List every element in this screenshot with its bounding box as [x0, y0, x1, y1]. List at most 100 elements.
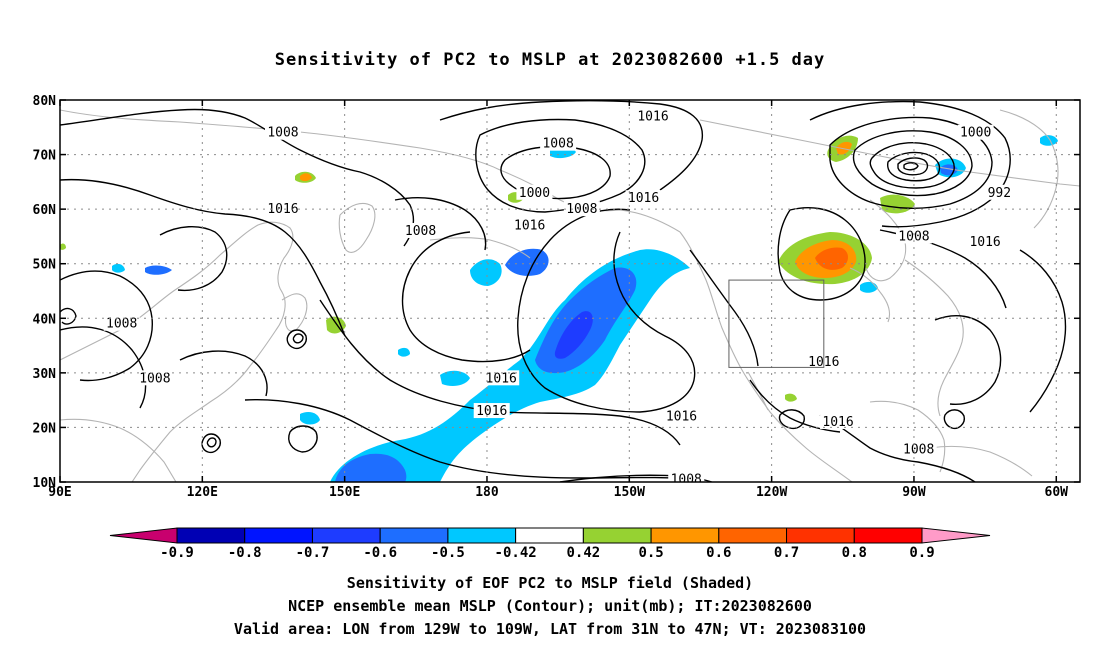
- coastline-japan: [281, 293, 308, 332]
- contour-label-bg: [900, 441, 937, 457]
- coastline-hudson-bay: [865, 199, 907, 282]
- contour-label-bg: [516, 184, 553, 200]
- negative-sensitivity-patch: [112, 263, 125, 273]
- colorbar-segment: [718, 527, 788, 544]
- coastline-greenland: [999, 109, 1059, 229]
- colorbar-high-arrow: [921, 527, 991, 544]
- isobar-984-iceland-low: [903, 162, 919, 171]
- longitude-label: 150W: [614, 485, 645, 500]
- contour-label-bg: [264, 201, 301, 217]
- coastline-caribbean: [929, 445, 1033, 477]
- negative-sensitivity-center: [554, 311, 593, 359]
- isobar-1016-east-asia: [179, 350, 268, 397]
- coastline-canada-arctic: [699, 119, 1080, 187]
- contour-label-bg: [957, 124, 994, 140]
- latitude-label: 50N: [33, 258, 57, 273]
- isobar-closed-small-pacific: [778, 409, 805, 430]
- caption-shaded-field: Sensitivity of EOF PC2 to MSLP field (Sh…: [346, 574, 754, 592]
- latitude-label: 60N: [33, 203, 57, 218]
- contour-label: 992: [988, 186, 1011, 201]
- lat-lon-grid: [60, 100, 1080, 482]
- isobar-1016-atlantic-east: [1019, 249, 1067, 413]
- sensitivity-shading: [60, 135, 1058, 482]
- isobar-1016-atlantic: [934, 314, 1002, 405]
- longitude-label: 120E: [187, 485, 218, 500]
- contour-label: 1016: [637, 109, 668, 124]
- colorbar-low-arrow: [109, 527, 178, 544]
- colorbar-label: 0.8: [842, 545, 867, 561]
- contour-label: 1008: [139, 371, 170, 386]
- contour-label: 1016: [969, 235, 1000, 250]
- contour-label-bg: [985, 184, 1014, 200]
- negative-sensitivity-patch: [440, 370, 470, 386]
- colorbar-label: 0.7: [774, 545, 799, 561]
- isobar-closed-east-asia-small: [60, 307, 77, 325]
- colorbar-segment: [650, 527, 720, 544]
- negative-sensitivity-patch: [470, 259, 502, 286]
- contour-label: 1016: [476, 404, 507, 419]
- isobar-988-iceland-low: [897, 157, 929, 176]
- contour-label: 1016: [514, 219, 545, 234]
- contour-label: 1008: [566, 202, 597, 217]
- colorbar-label: 0.6: [706, 545, 731, 561]
- contour-label-bg: [625, 190, 662, 206]
- isobar-closed-low-west-inner: [292, 333, 304, 344]
- latitude-label: 10N: [33, 476, 57, 491]
- isobar-1008-aleutian-low: [475, 118, 646, 213]
- isobar-1008-east-asia: [159, 226, 228, 292]
- coastline-east-asia: [60, 221, 294, 482]
- negative-sensitivity-patch: [860, 281, 878, 293]
- contour-label-bg: [563, 201, 600, 217]
- colorbar-segment: [311, 527, 381, 544]
- isobar-closed-small-east: [288, 425, 318, 453]
- isobar-1016-southwest-us: [749, 379, 841, 433]
- contour-label: 1000: [519, 186, 550, 201]
- coastline-kamchatka: [338, 202, 376, 253]
- contour-label-bg: [668, 471, 705, 482]
- contour-label: 1008: [903, 442, 934, 457]
- isobar-1016-north-america-interior: [689, 249, 759, 367]
- contour-label-bg: [663, 408, 700, 424]
- caption-contour-field: NCEP ensemble mean MSLP (Contour); unit(…: [288, 597, 812, 615]
- caption-valid-area: Valid area: LON from 129W to 109W, LAT f…: [233, 620, 867, 638]
- colorbar-label: -0.6: [363, 545, 397, 561]
- isobar-1016-pacific-high-west: [401, 231, 531, 363]
- coastline-great-lakes: [849, 267, 891, 323]
- contour-label: 1000: [960, 126, 991, 141]
- contour-label: 1016: [486, 371, 517, 386]
- contour-label-bg: [136, 370, 173, 386]
- contour-label: 1008: [405, 224, 436, 239]
- colorbar-segment: [379, 527, 449, 544]
- isobar-1016-north: [60, 178, 346, 337]
- valid-area-box: [728, 279, 825, 368]
- isobar-closed-low-south: [201, 433, 222, 454]
- negative-sensitivity-patch: [300, 412, 320, 425]
- contour-label: 1008: [671, 472, 702, 487]
- isobar-1016-subtropical-ridge: [244, 398, 701, 481]
- colorbar-label: 0.9: [909, 545, 934, 561]
- colorbar-label: -0.42: [495, 545, 537, 561]
- colorbar-segment: [786, 527, 855, 544]
- latitude-label: 80N: [33, 94, 57, 109]
- isobar-1008-iceland-low: [829, 116, 993, 209]
- isobar-closed-low-west: [286, 329, 308, 350]
- contour-label: 1016: [267, 202, 298, 217]
- positive-sensitivity-center: [815, 247, 848, 270]
- longitude-label: 90W: [902, 485, 926, 500]
- isobar-996-iceland-low: [869, 142, 955, 189]
- contour-label-bg: [483, 370, 520, 386]
- contour-label: 1008: [542, 137, 573, 152]
- longitude-axis: 90E 120E 150E 180 150W 120W 90W 60W: [48, 100, 1068, 500]
- coastline-gulf-of-mexico: [869, 400, 946, 473]
- contour-label: 1008: [898, 229, 929, 244]
- contour-label-bg: [895, 228, 932, 244]
- mslp-contours: [60, 100, 1067, 482]
- isobar-1008-south-asia: [60, 326, 147, 409]
- isobar-1016-arctic: [439, 100, 704, 191]
- contour-label-bg: [635, 108, 672, 124]
- isobar-1008-central-america: [819, 414, 976, 482]
- contour-label-bg: [511, 217, 548, 233]
- isobar-1016-pacific-high: [517, 208, 696, 413]
- latitude-axis: 10N 20N 30N 40N 50N 60N 70N 80N: [33, 94, 1080, 491]
